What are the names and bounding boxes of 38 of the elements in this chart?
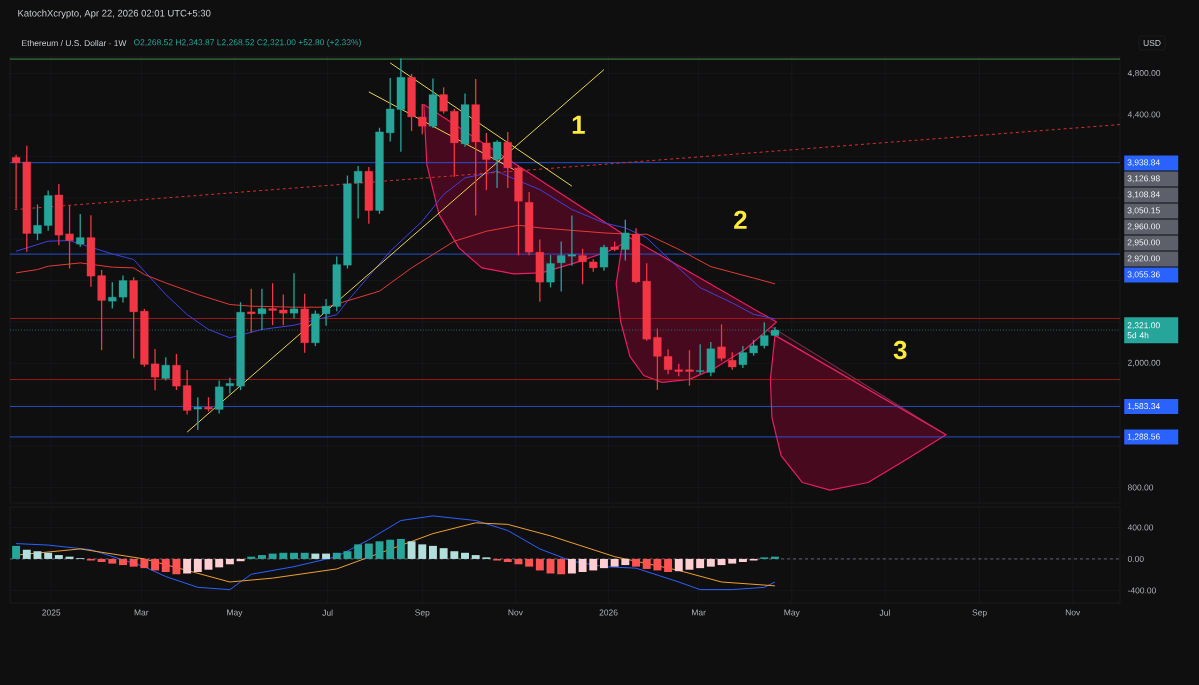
x-tick-label: May bbox=[227, 609, 243, 618]
text: 3,126.98 bbox=[1127, 175, 1160, 183]
y-tick-label: 4,400.00 bbox=[1127, 111, 1161, 119]
y-tick-label: 800.00 bbox=[1127, 484, 1154, 491]
text: 2,960.00 bbox=[1127, 223, 1160, 231]
annotation: 2 bbox=[734, 210, 747, 229]
x-tick-label: Jul bbox=[879, 609, 890, 616]
x-tick-label: Jul bbox=[322, 609, 333, 616]
text: 3,108.84 bbox=[1127, 191, 1160, 199]
x-tick-label: May bbox=[784, 609, 800, 618]
x-tick-label: Sep bbox=[415, 609, 430, 618]
y-tick-label: 0.00 bbox=[1127, 555, 1144, 562]
text: 2,920.00 bbox=[1127, 255, 1160, 263]
y-tick-label: 400.00 bbox=[1127, 524, 1154, 531]
x-tick-label: 2025 bbox=[42, 609, 61, 616]
ref-line-label: 3,938.84 bbox=[1127, 159, 1160, 167]
text: O2,268.52 H2,343.87 L2,268.52 C2,321.00 +52.80 (+2.33%) bbox=[133, 39, 361, 47]
x-tick-label: Sep bbox=[972, 609, 987, 618]
ref-line-label: 3,055.36 bbox=[1127, 271, 1160, 279]
text: 5d 4h bbox=[1127, 332, 1149, 339]
ref-line-label: 1,583.34 bbox=[1127, 403, 1160, 411]
x-tick-label: 2026 bbox=[599, 609, 618, 616]
x-tick-label: Nov bbox=[508, 609, 523, 616]
y-axis-title: USD bbox=[1143, 40, 1161, 46]
x-tick-label: Nov bbox=[1065, 609, 1081, 616]
chart-title: Ethereum / U.S. Dollar · 1W bbox=[22, 39, 127, 47]
annotation: 1 bbox=[572, 115, 585, 134]
y-tick-label: 2,000.00 bbox=[1127, 359, 1161, 367]
x-tick-label: Mar bbox=[692, 609, 706, 616]
ref-line-label: 2,321.00 bbox=[1127, 322, 1160, 330]
annotation: 3 bbox=[893, 340, 907, 360]
y-tick-label: 4,800.00 bbox=[1127, 70, 1161, 78]
text: 2,950.00 bbox=[1127, 239, 1160, 247]
y-tick-label: -400.00 bbox=[1127, 587, 1156, 594]
ref-line-label: 1,288.56 bbox=[1127, 433, 1160, 441]
chart-subtitle: KatochXcrypto, Apr 22, 2026 02:01 UTC+5:30 bbox=[18, 9, 211, 19]
x-tick-label: Mar bbox=[134, 609, 149, 616]
text: 3,050.15 bbox=[1127, 207, 1160, 215]
